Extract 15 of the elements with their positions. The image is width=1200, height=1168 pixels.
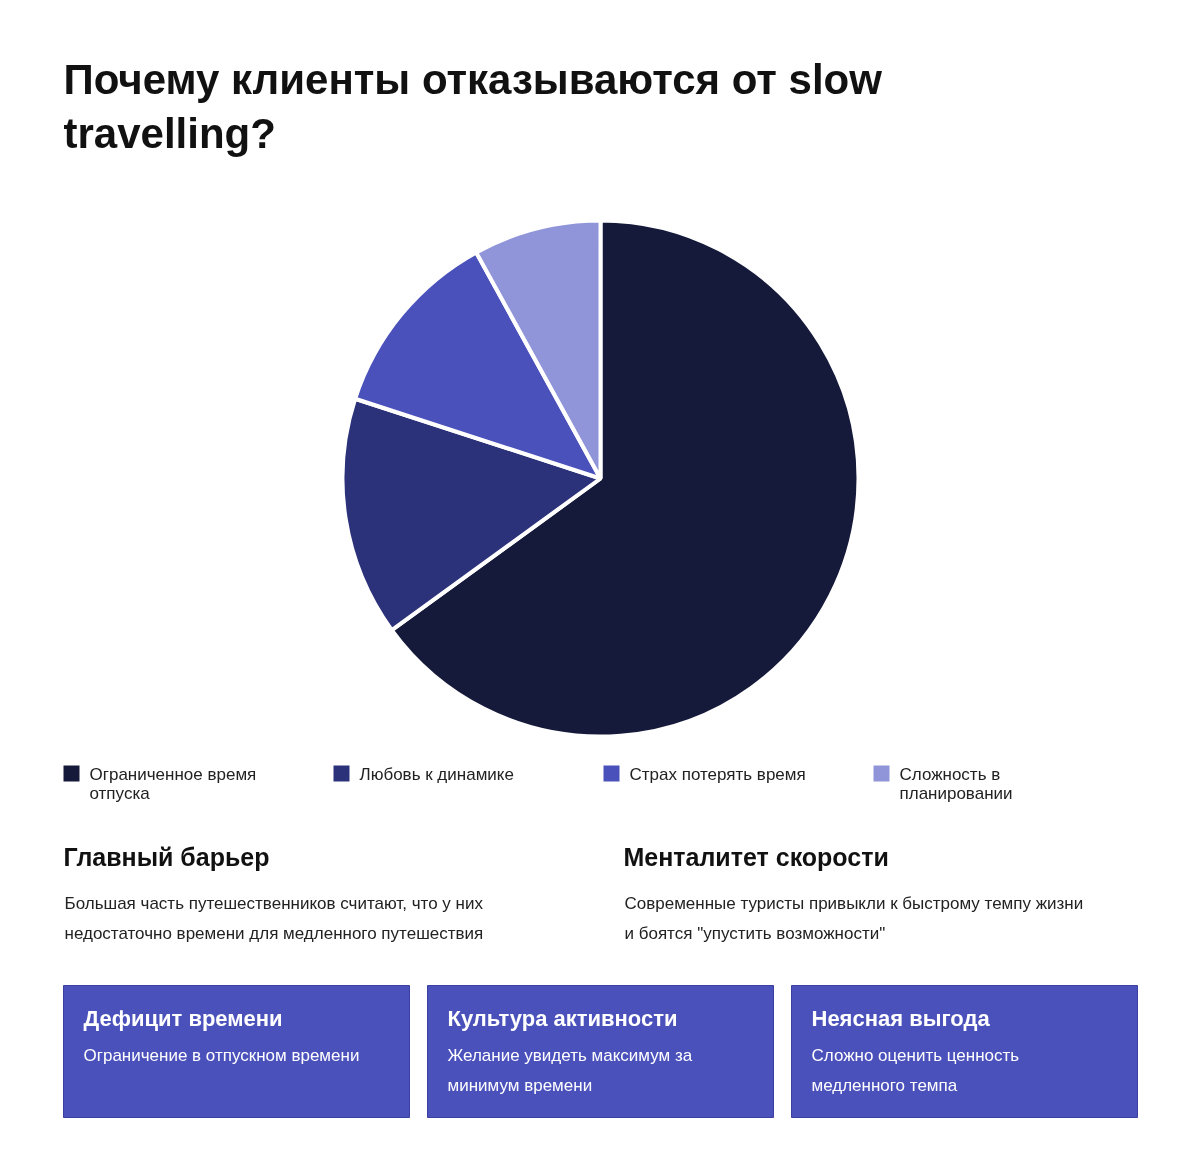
legend-label: Сложность в планировании — [899, 764, 1013, 804]
text: Неясная выгода — [811, 1005, 991, 1031]
text: Главный барьер — [63, 842, 270, 871]
text: Менталитет скорости — [623, 842, 889, 871]
legend-label: Страх потерять время — [629, 764, 806, 784]
text: Современные туристы привыкли к быстрому темпу жизни и боятся "упустить возможности" — [624, 893, 1084, 943]
text: Ограничение в отпускном времени — [83, 1045, 360, 1065]
legend-label: Любовь к динамике — [359, 764, 514, 784]
text: Дефицит времени — [83, 1005, 283, 1031]
chart-title: Почему клиенты отказываются от slow travelling? — [63, 55, 883, 157]
text: Желание увидеть максимум за минимум времени — [447, 1045, 693, 1095]
text: Большая часть путешественников считают, что у них недостаточно времени для медленного путешествия — [64, 893, 484, 943]
legend-label: Ограниченное время отпуска — [89, 764, 257, 804]
text: Сложно оценить ценность медленного темпа — [811, 1045, 1020, 1095]
text: Культура активности — [447, 1005, 678, 1031]
